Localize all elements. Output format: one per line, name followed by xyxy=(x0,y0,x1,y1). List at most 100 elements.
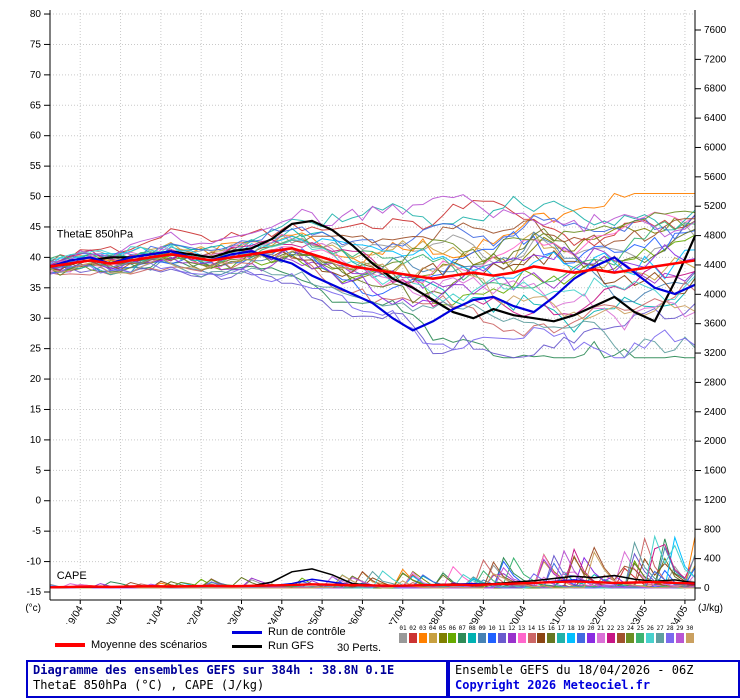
member-legend-item: 11 xyxy=(497,625,507,643)
member-id: 18 xyxy=(567,625,575,632)
legend-control-label: Run de contrôle xyxy=(268,626,346,638)
svg-text:25: 25 xyxy=(30,344,42,355)
svg-text:-10: -10 xyxy=(27,557,42,568)
svg-text:60: 60 xyxy=(30,131,42,142)
member-id: 14 xyxy=(527,625,536,632)
member-id: 30 xyxy=(686,625,694,632)
member-color-swatch xyxy=(478,633,487,643)
member-color-swatch xyxy=(428,633,437,643)
member-legend-item: 20 xyxy=(586,625,596,643)
svg-text:24/04: 24/04 xyxy=(265,604,287,624)
svg-text:01/05: 01/05 xyxy=(548,604,570,624)
svg-text:4000: 4000 xyxy=(704,289,727,300)
member-color-swatch xyxy=(557,633,566,643)
member-id: 12 xyxy=(508,625,516,632)
copyright-text: Copyright 2026 Meteociel.fr xyxy=(455,678,651,692)
svg-text:45: 45 xyxy=(30,222,42,233)
svg-text:7200: 7200 xyxy=(704,54,727,65)
member-legend-item: 09 xyxy=(477,625,487,643)
svg-text:400: 400 xyxy=(704,554,721,565)
svg-text:ThetaE 850hPa: ThetaE 850hPa xyxy=(57,228,134,240)
gfs-line-swatch xyxy=(232,644,262,648)
run-info-box: Ensemble GEFS du 18/04/2026 - 06Z Copyri… xyxy=(448,660,740,698)
svg-text:2000: 2000 xyxy=(704,436,727,447)
member-color-swatch xyxy=(636,633,645,643)
member-legend-item: 13 xyxy=(517,625,527,643)
svg-text:27/04: 27/04 xyxy=(386,604,408,624)
member-color-swatch xyxy=(458,633,467,643)
svg-text:50: 50 xyxy=(30,192,42,203)
member-color-swatch xyxy=(606,633,615,643)
svg-text:23/04: 23/04 xyxy=(225,604,247,624)
member-id: 03 xyxy=(419,625,427,632)
member-color-legend: 01 02 03 04 05 06 07 08 09 10 11 12 13 14 15 16 17 18 19 20… xyxy=(398,625,695,643)
member-legend-item: 21 xyxy=(596,625,606,643)
svg-text:7600: 7600 xyxy=(704,25,727,36)
member-id: 22 xyxy=(607,625,615,632)
svg-text:02/05: 02/05 xyxy=(588,604,610,624)
member-legend-item: 16 xyxy=(546,625,556,643)
svg-text:30/04: 30/04 xyxy=(507,604,529,624)
plot-annotations: ThetaE 850hPa CAPE xyxy=(55,227,135,584)
member-legend-item: 25 xyxy=(635,625,645,643)
member-color-swatch xyxy=(527,633,536,643)
member-id: 05 xyxy=(438,625,447,632)
mean-line-swatch xyxy=(55,643,85,647)
svg-text:1600: 1600 xyxy=(704,466,727,477)
member-legend-item: 10 xyxy=(487,625,497,643)
member-id: 20 xyxy=(587,625,595,632)
svg-text:4800: 4800 xyxy=(704,231,727,242)
member-id: 02 xyxy=(409,625,417,632)
svg-text:(J/kg): (J/kg) xyxy=(698,603,723,614)
axes: 80757065605550454035302520151050-5-10-15… xyxy=(25,9,726,624)
member-legend-item: 03 xyxy=(418,625,428,643)
member-id: 09 xyxy=(478,625,486,632)
svg-text:35: 35 xyxy=(30,283,42,294)
member-legend-item: 18 xyxy=(566,625,576,643)
title-box: Diagramme des ensembles GEFS sur 384h : … xyxy=(26,660,448,698)
member-legend-item: 22 xyxy=(606,625,616,643)
member-legend-item: 23 xyxy=(616,625,626,643)
svg-text:5200: 5200 xyxy=(704,201,727,212)
svg-text:6400: 6400 xyxy=(704,113,727,124)
member-id: 17 xyxy=(557,625,565,632)
member-color-swatch xyxy=(626,633,635,643)
svg-text:25/04: 25/04 xyxy=(306,604,328,624)
svg-text:20/04: 20/04 xyxy=(104,604,126,624)
svg-text:19/04: 19/04 xyxy=(64,604,86,624)
member-color-swatch xyxy=(537,633,546,643)
member-legend-item: 24 xyxy=(625,625,635,643)
svg-text:55: 55 xyxy=(30,161,42,172)
member-color-swatch xyxy=(665,633,674,643)
member-legend-item: 07 xyxy=(457,625,467,643)
member-id: 21 xyxy=(597,625,605,632)
svg-text:40: 40 xyxy=(30,252,42,263)
svg-text:03/05: 03/05 xyxy=(628,604,650,624)
member-color-swatch xyxy=(596,633,605,643)
svg-text:15: 15 xyxy=(30,404,42,415)
member-id: 19 xyxy=(577,625,585,632)
svg-text:(°c): (°c) xyxy=(25,603,41,614)
member-id: 11 xyxy=(498,625,506,632)
legend-control: Run de contrôle xyxy=(232,626,346,638)
svg-text:10: 10 xyxy=(30,435,42,446)
member-color-swatch xyxy=(438,633,447,643)
highlighted-lines xyxy=(49,219,697,589)
svg-text:75: 75 xyxy=(30,39,42,50)
svg-text:0: 0 xyxy=(35,496,41,507)
thetae-member-lines xyxy=(49,192,696,359)
cape-member-lines xyxy=(49,534,696,589)
member-color-swatch xyxy=(646,633,655,643)
member-legend-item: 26 xyxy=(645,625,655,643)
member-color-swatch xyxy=(586,633,595,643)
perts-count-label: 30 Perts. xyxy=(337,642,382,654)
svg-text:4400: 4400 xyxy=(704,260,727,271)
member-id: 04 xyxy=(429,625,437,632)
member-legend-item: 08 xyxy=(467,625,477,643)
legend-gfs: Run GFS xyxy=(232,640,314,652)
svg-text:3200: 3200 xyxy=(704,348,727,359)
member-color-swatch xyxy=(418,633,427,643)
member-legend-item: 04 xyxy=(428,625,438,643)
legend: Moyenne des scénarios Run de contrôle Ru… xyxy=(0,624,740,660)
